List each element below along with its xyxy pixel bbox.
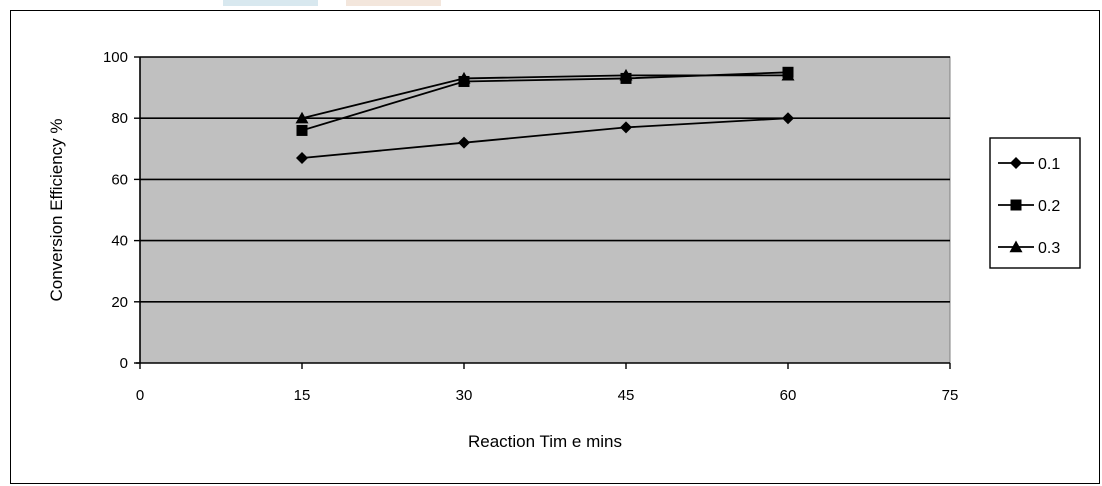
axes <box>136 57 950 364</box>
y-tick-label-80: 80 <box>111 110 128 127</box>
top-tab-strip-left <box>223 0 318 6</box>
data-point-0.3-30 <box>457 71 471 84</box>
x-tick-label-30: 30 <box>456 387 473 404</box>
gridlines <box>140 56 950 303</box>
series-line-0.1 <box>301 117 789 159</box>
legend-label-0.2: 0.2 <box>1038 198 1060 215</box>
plot-background <box>139 56 951 364</box>
plot-area <box>139 56 951 364</box>
x-tick-label-0: 0 <box>136 387 144 404</box>
legend-box <box>989 137 1081 269</box>
data-point-0.1-15 <box>296 151 308 164</box>
y-tick-label-0: 0 <box>120 355 128 372</box>
x-tick-label-45: 45 <box>618 387 635 404</box>
data-point-0.3-45 <box>619 68 633 81</box>
x-tick-label-75: 75 <box>942 387 959 404</box>
y-tick-label-40: 40 <box>111 233 128 250</box>
data-point-0.3-60 <box>781 68 795 81</box>
y-axis-title: Conversion Efficiency % <box>47 119 66 302</box>
data-point-0.1-45 <box>620 121 632 134</box>
legend-label-0.3: 0.3 <box>1038 240 1060 257</box>
x-tick-label-60: 60 <box>780 387 797 404</box>
legend: 0.1 0.2 0.3 <box>989 137 1081 269</box>
series-0.1 <box>296 112 794 164</box>
y-tick-label-100: 100 <box>103 49 128 66</box>
top-tab-strip-right <box>346 0 441 6</box>
legend-marker-0.3 <box>1009 240 1023 253</box>
series-group <box>295 66 795 164</box>
series-line-0.3 <box>301 74 788 120</box>
data-point-0.2-15 <box>296 124 308 136</box>
tick-labels: 0 20 40 60 80 100 0 15 30 45 60 75 <box>103 49 958 404</box>
x-axis-title: Reaction Tim e mins <box>468 432 622 451</box>
legend-marker-0.1 <box>1010 157 1022 169</box>
data-point-0.1-30 <box>458 136 470 149</box>
series-0.3 <box>295 68 795 124</box>
legend-marker-0.2 <box>1010 199 1022 211</box>
data-point-0.3-15 <box>295 111 309 124</box>
legend-label-0.1: 0.1 <box>1038 156 1060 173</box>
data-point-0.1-60 <box>782 112 794 125</box>
y-tick-label-60: 60 <box>111 171 128 188</box>
x-tick-label-15: 15 <box>294 387 311 404</box>
y-tick-label-20: 20 <box>111 294 128 311</box>
